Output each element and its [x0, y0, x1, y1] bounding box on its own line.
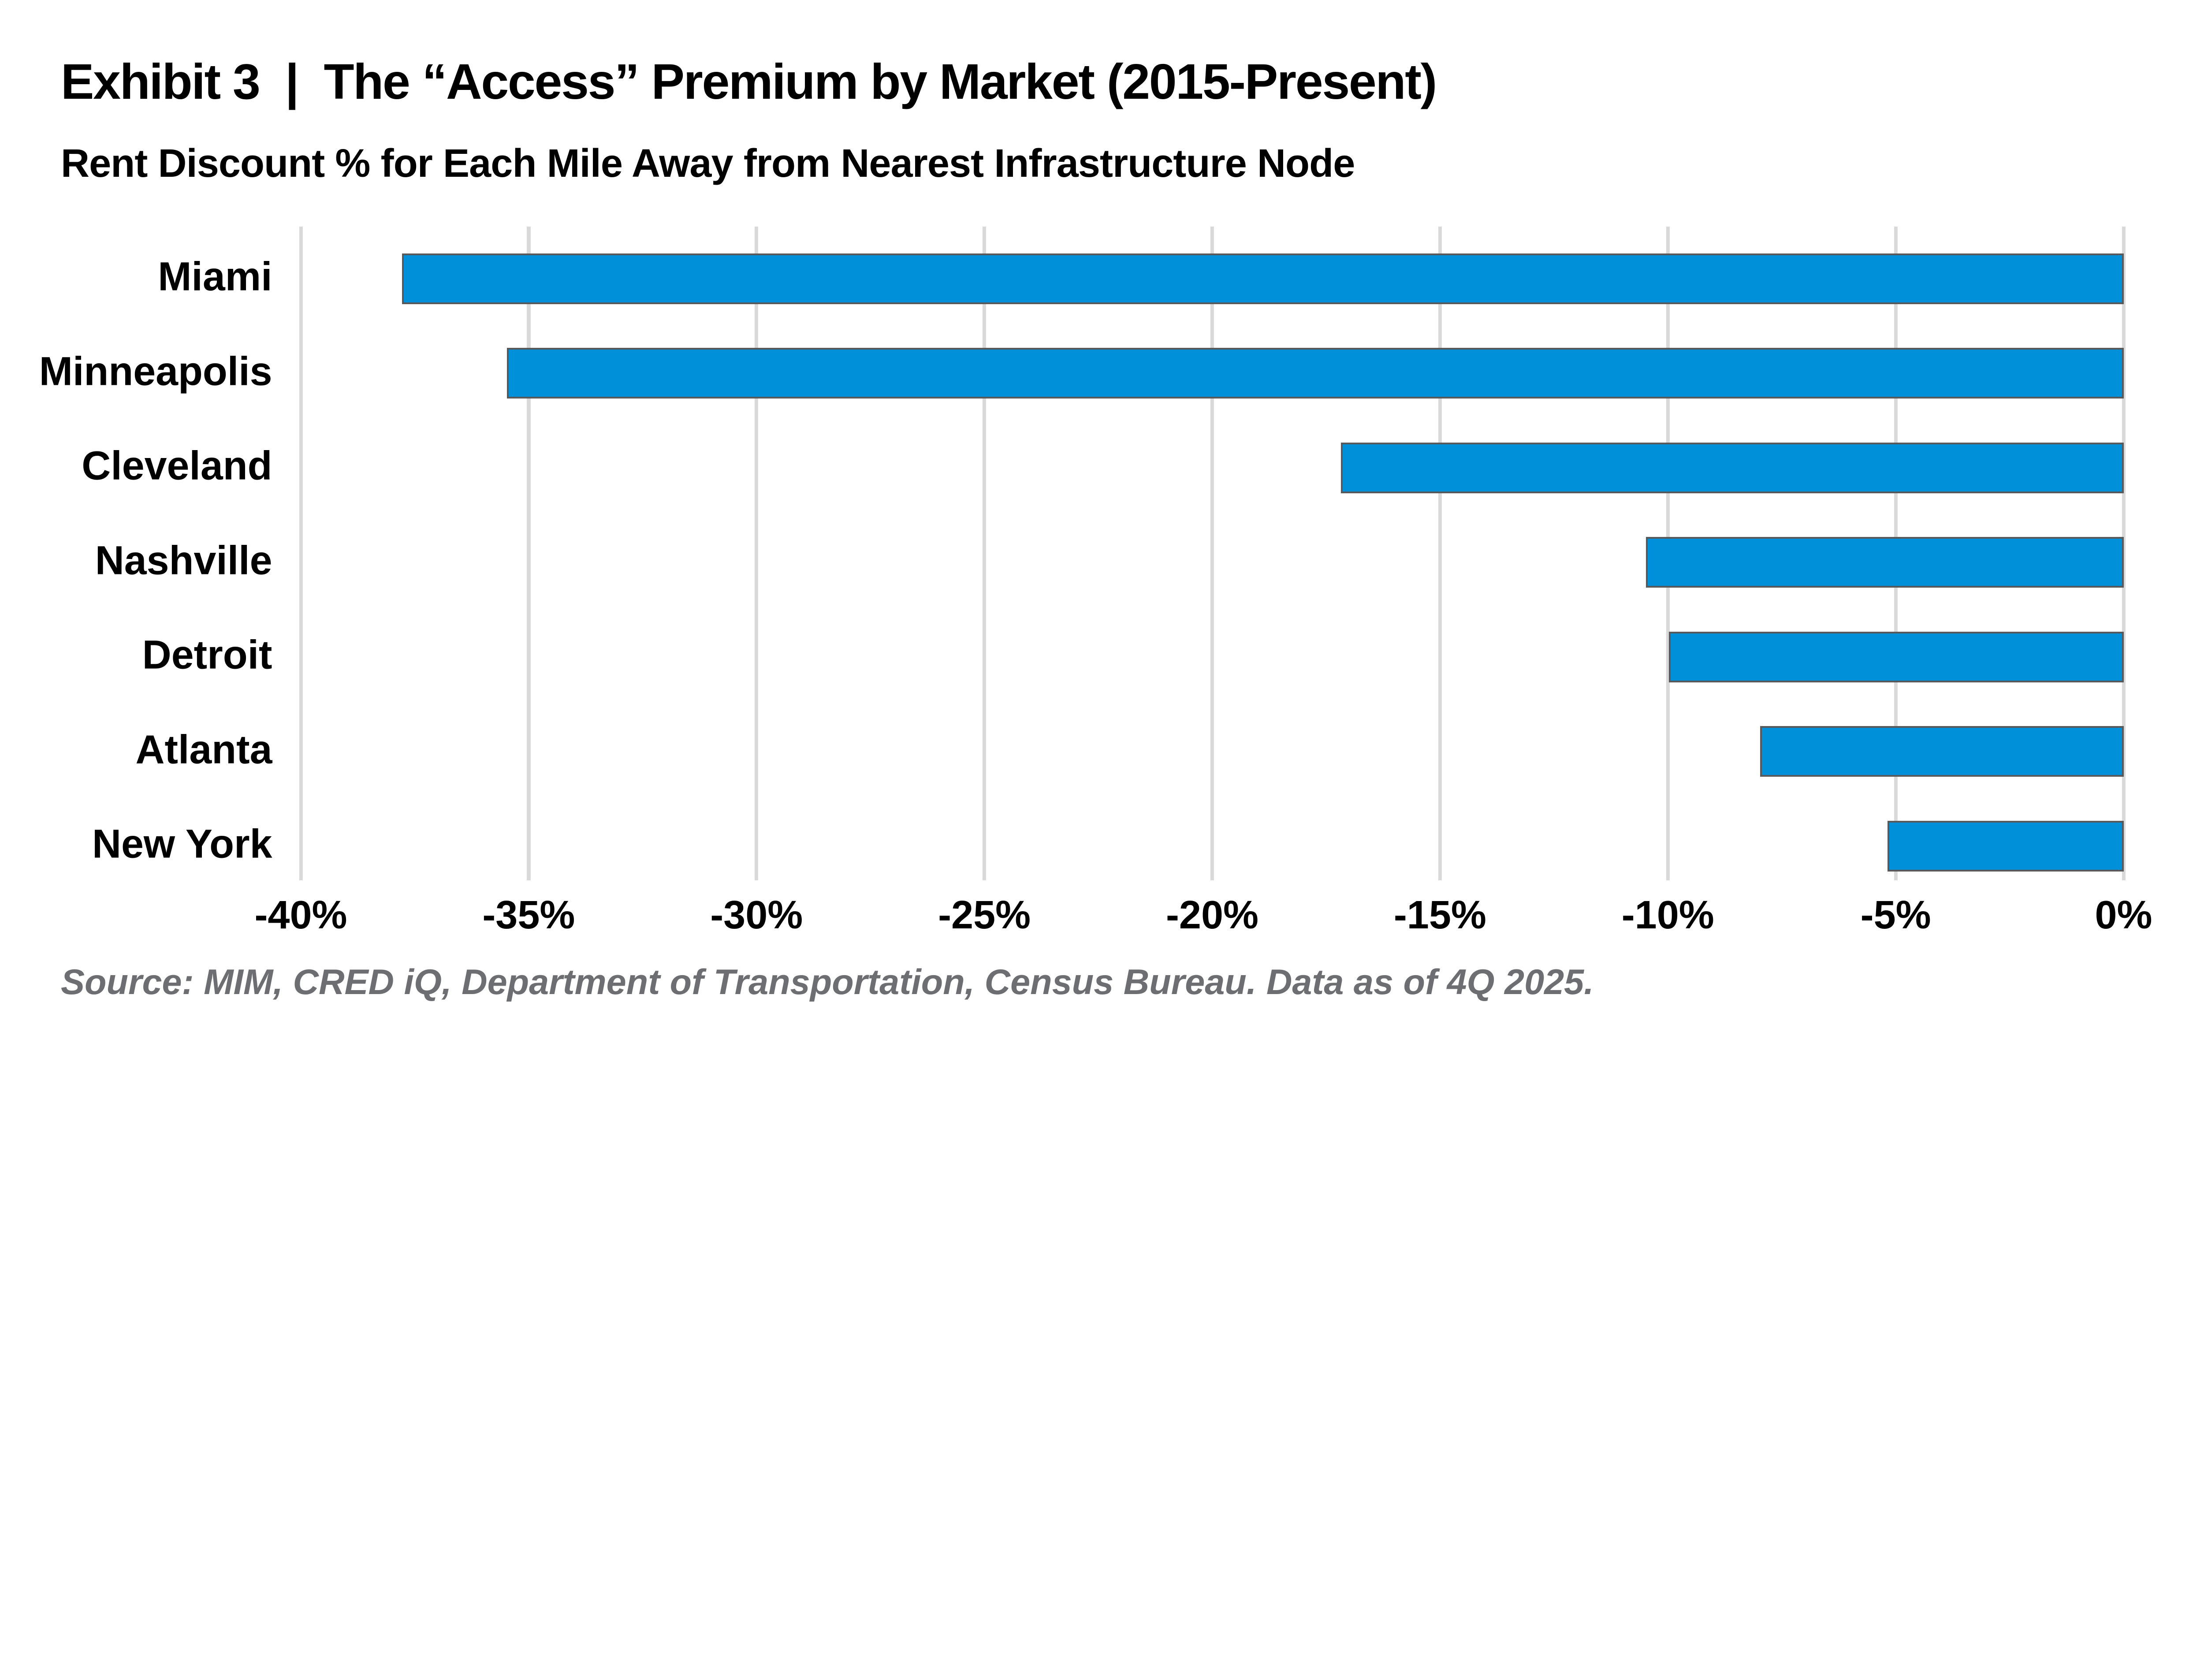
- x-tick-label: 0%: [2095, 893, 2152, 937]
- x-tick-label: -30%: [710, 893, 803, 937]
- category-label: Detroit: [142, 632, 272, 678]
- x-axis: -40% -35% -30% -25% -20% -15% -10% -5% 0%: [254, 893, 2152, 937]
- gridline: [755, 226, 759, 881]
- category-label: Miami: [158, 254, 272, 299]
- bar-atlanta: [1760, 726, 2124, 777]
- x-tick-label: -35%: [482, 893, 575, 937]
- x-tick-label: -20%: [1165, 893, 1259, 937]
- chart-title: Exhibit 3 | The “Access” Premium by Mark…: [61, 53, 1437, 109]
- gridline: [1210, 226, 1214, 881]
- bar-cleveland: [1340, 442, 2124, 493]
- source-note: Source: MIM, CRED iQ, Department of Tran…: [61, 962, 1594, 1002]
- gridline: [299, 226, 303, 881]
- category-label: Atlanta: [135, 727, 272, 772]
- x-tick-label: -5%: [1860, 893, 1931, 937]
- category-label: Minneapolis: [39, 349, 272, 394]
- gridline: [1438, 226, 1442, 881]
- gridline: [527, 226, 531, 881]
- x-tick-label: -15%: [1393, 893, 1486, 937]
- category-label: Cleveland: [82, 443, 272, 488]
- chart-canvas: Exhibit 3 | The “Access” Premium by Mark…: [0, 53, 2152, 1002]
- category-label: New York: [92, 821, 272, 867]
- plot-area: [299, 226, 2126, 881]
- bar-miami: [402, 253, 2124, 304]
- gridline: [2122, 226, 2126, 881]
- bar-detroit: [1669, 631, 2124, 682]
- category-label: Nashville: [95, 538, 272, 583]
- chart-subtitle: Rent Discount % for Each Mile Away from …: [61, 142, 1355, 186]
- bar-minneapolis: [507, 348, 2124, 399]
- bar-nashville: [1646, 537, 2124, 588]
- gridline: [983, 226, 987, 881]
- x-tick-label: -10%: [1621, 893, 1714, 937]
- x-tick-label: -40%: [254, 893, 347, 937]
- x-tick-label: -25%: [938, 893, 1031, 937]
- category-axis: Miami Minneapolis Cleveland Nashville Detroi…: [0, 227, 272, 880]
- bar-new-york: [1888, 820, 2124, 872]
